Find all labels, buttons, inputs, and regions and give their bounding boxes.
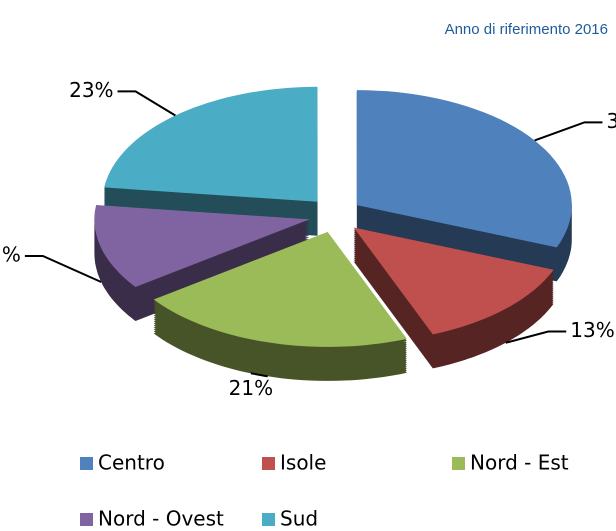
slice-top [153,231,407,347]
data-label: 12% [0,242,21,266]
data-label: 21% [229,376,273,400]
legend-swatch [262,513,275,526]
legend-swatch [452,457,465,470]
legend-label: Nord - Est [470,451,569,475]
slice-top [353,227,554,335]
leader-line [534,121,603,142]
slice [356,90,572,282]
data-label: 13% [570,318,614,342]
slice-top [356,90,572,248]
legend-label: Sud [280,507,318,531]
leader-line [250,372,268,378]
legend-label: Nord - Ovest [98,507,224,531]
legend-swatch [80,457,93,470]
legend-label: Isole [280,451,326,475]
data-label: 31% [606,109,616,133]
legend-label: Centro [98,451,165,475]
slice-top [94,205,310,287]
legend-swatch [80,513,93,526]
slice-top [104,86,318,202]
slice [353,227,554,369]
chart-subtitle: Anno di riferimento 2016 [445,21,608,38]
slice [94,205,310,321]
data-label: 23% [69,78,113,102]
slice [104,86,318,236]
leader-line [117,90,176,117]
slice [153,231,407,381]
legend-swatch [262,457,275,470]
leader-line [24,254,102,283]
leader-line [505,330,567,344]
